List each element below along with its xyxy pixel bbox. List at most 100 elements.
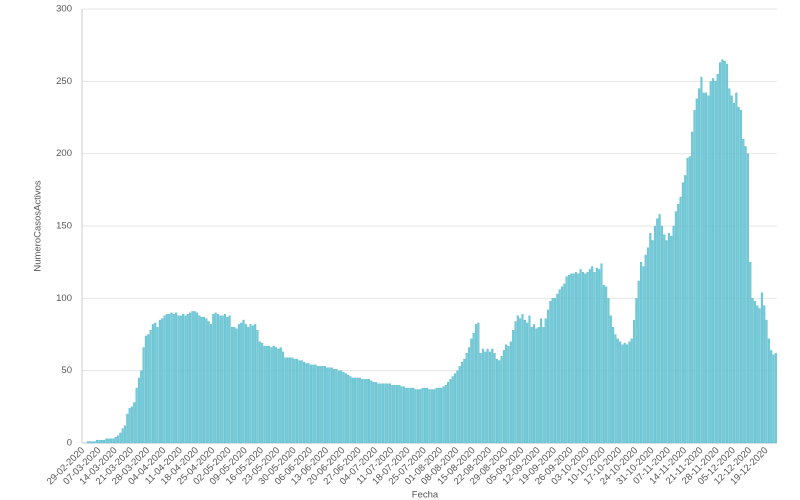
bar bbox=[577, 273, 580, 444]
bar bbox=[681, 182, 684, 444]
bar bbox=[128, 408, 131, 444]
bar bbox=[191, 311, 194, 444]
bar bbox=[123, 425, 127, 444]
bar bbox=[189, 312, 192, 444]
bar bbox=[753, 301, 756, 444]
bar bbox=[407, 387, 410, 444]
bar bbox=[574, 272, 577, 444]
bar bbox=[277, 348, 280, 444]
bar bbox=[244, 324, 247, 444]
bar bbox=[402, 386, 405, 444]
bar bbox=[240, 322, 243, 444]
bar bbox=[463, 358, 466, 444]
bar bbox=[507, 345, 510, 444]
bar bbox=[744, 146, 747, 444]
bar bbox=[686, 157, 689, 444]
bar bbox=[700, 76, 703, 444]
bar bbox=[170, 312, 173, 444]
bar bbox=[284, 357, 287, 444]
bar bbox=[105, 438, 108, 444]
bar bbox=[235, 328, 238, 444]
bar bbox=[282, 351, 285, 444]
bar bbox=[293, 358, 296, 444]
bar bbox=[321, 366, 324, 444]
bar bbox=[705, 92, 708, 444]
bar bbox=[602, 285, 605, 444]
bar bbox=[651, 240, 654, 444]
bar bbox=[660, 225, 663, 444]
bar bbox=[598, 269, 601, 444]
bar bbox=[584, 273, 587, 444]
bar bbox=[414, 389, 417, 444]
bar bbox=[423, 387, 426, 444]
bar bbox=[472, 332, 475, 444]
bar bbox=[695, 98, 698, 444]
bar bbox=[519, 318, 522, 444]
bar bbox=[670, 235, 673, 444]
bar bbox=[749, 262, 752, 444]
bar bbox=[451, 376, 454, 444]
bar bbox=[337, 370, 340, 444]
bar bbox=[560, 286, 564, 444]
bar bbox=[328, 367, 331, 444]
bar bbox=[642, 266, 645, 444]
bar bbox=[563, 283, 566, 444]
bar bbox=[349, 376, 352, 444]
bar bbox=[196, 312, 199, 444]
bar bbox=[295, 358, 299, 444]
bar bbox=[547, 309, 550, 444]
bar bbox=[237, 324, 240, 444]
y-tick-label: 50 bbox=[61, 365, 72, 376]
bar bbox=[249, 324, 252, 444]
bar bbox=[498, 360, 501, 444]
bar bbox=[509, 341, 512, 444]
bar bbox=[177, 315, 180, 444]
bar bbox=[698, 88, 701, 444]
bar bbox=[379, 383, 382, 444]
bar bbox=[458, 366, 461, 444]
bar bbox=[302, 361, 306, 444]
bar bbox=[709, 81, 712, 444]
bar bbox=[725, 63, 729, 444]
bar bbox=[588, 269, 591, 444]
bar bbox=[384, 383, 387, 444]
bar bbox=[316, 366, 319, 444]
bar bbox=[770, 350, 773, 444]
bar bbox=[298, 360, 301, 444]
y-tick-label: 250 bbox=[56, 76, 72, 87]
bar bbox=[551, 298, 554, 444]
bar bbox=[228, 315, 231, 444]
bar bbox=[289, 357, 292, 444]
bar bbox=[270, 347, 273, 444]
bar bbox=[605, 286, 608, 444]
bar bbox=[147, 334, 150, 444]
bar bbox=[679, 196, 682, 444]
bar bbox=[395, 384, 398, 444]
bar bbox=[265, 345, 268, 444]
bar bbox=[154, 322, 157, 444]
bar bbox=[579, 269, 582, 444]
bar bbox=[746, 153, 749, 444]
bar bbox=[354, 377, 357, 444]
bar bbox=[672, 225, 675, 444]
bar bbox=[693, 110, 696, 444]
bar bbox=[275, 347, 278, 444]
y-tick-label: 150 bbox=[56, 221, 72, 232]
bar bbox=[656, 218, 659, 444]
bar bbox=[558, 289, 561, 444]
bar bbox=[107, 438, 110, 444]
bar bbox=[377, 383, 380, 444]
bar bbox=[214, 312, 217, 444]
bar bbox=[523, 319, 526, 444]
bar bbox=[368, 379, 371, 444]
bar bbox=[205, 318, 208, 444]
bar bbox=[286, 357, 289, 444]
bar bbox=[521, 314, 524, 444]
bar bbox=[751, 298, 754, 444]
x-axis-label: Fecha bbox=[412, 490, 439, 500]
bar bbox=[765, 319, 768, 444]
bar bbox=[91, 441, 94, 444]
bar bbox=[151, 324, 154, 444]
bar bbox=[535, 328, 538, 444]
bar bbox=[505, 344, 508, 444]
